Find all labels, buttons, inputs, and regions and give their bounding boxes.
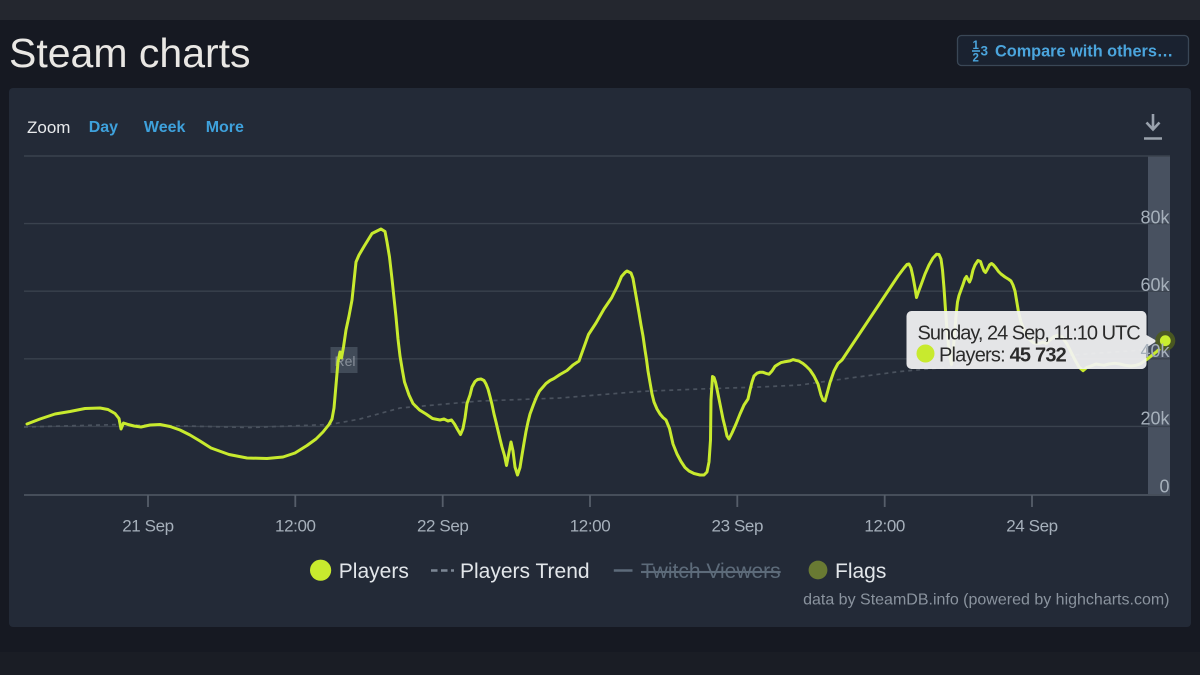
svg-text:2: 2 bbox=[973, 53, 979, 65]
svg-text:1: 1 bbox=[973, 40, 980, 52]
svg-text:0: 0 bbox=[1159, 477, 1169, 497]
svg-text:3: 3 bbox=[981, 44, 989, 59]
svg-text:Twitch Viewers: Twitch Viewers bbox=[641, 560, 781, 583]
svg-text:22 Sep: 22 Sep bbox=[417, 516, 468, 535]
svg-text:80k: 80k bbox=[1140, 207, 1170, 227]
svg-text:Players: 45 732: Players: 45 732 bbox=[939, 345, 1067, 367]
svg-text:20k: 20k bbox=[1140, 409, 1170, 429]
svg-text:12:00: 12:00 bbox=[275, 516, 316, 535]
svg-text:Players: Players bbox=[339, 560, 409, 583]
svg-text:Compare with others…: Compare with others… bbox=[995, 43, 1173, 61]
svg-text:12:00: 12:00 bbox=[570, 516, 611, 535]
svg-text:23 Sep: 23 Sep bbox=[712, 516, 763, 535]
svg-text:Players Trend: Players Trend bbox=[460, 560, 590, 583]
svg-text:40k: 40k bbox=[1140, 341, 1170, 361]
svg-text:60k: 60k bbox=[1140, 275, 1170, 295]
svg-text:21 Sep: 21 Sep bbox=[122, 516, 173, 535]
svg-text:24 Sep: 24 Sep bbox=[1006, 516, 1057, 535]
svg-text:12:00: 12:00 bbox=[864, 516, 905, 535]
svg-text:Sunday, 24 Sep, 11:10 UTC: Sunday, 24 Sep, 11:10 UTC bbox=[918, 323, 1141, 345]
svg-text:data by SteamDB.info (powered: data by SteamDB.info (powered by highcha… bbox=[803, 592, 1169, 609]
svg-text:Flags: Flags bbox=[835, 560, 886, 583]
